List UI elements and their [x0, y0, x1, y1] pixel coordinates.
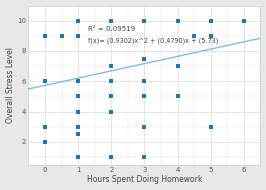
Point	[43, 140, 47, 143]
Y-axis label: Overall Stress Level: Overall Stress Level	[6, 47, 15, 123]
Point	[76, 34, 80, 37]
Point	[209, 34, 213, 37]
Point	[109, 110, 113, 113]
Point	[142, 125, 147, 128]
Point	[43, 80, 47, 83]
Point	[59, 34, 64, 37]
Point	[109, 95, 113, 98]
Point	[76, 80, 80, 83]
Point	[109, 155, 113, 158]
Point	[242, 19, 246, 22]
Point	[43, 125, 47, 128]
Text: R² = 0.09519: R² = 0.09519	[88, 26, 135, 32]
Point	[76, 125, 80, 128]
Point	[76, 133, 80, 136]
Point	[109, 65, 113, 68]
Point	[76, 125, 80, 128]
Point	[176, 65, 180, 68]
Point	[142, 57, 147, 60]
Point	[43, 80, 47, 83]
Point	[76, 110, 80, 113]
Text: f(x)= (0.9302)x^2 + (0.4790)x + (5.73): f(x)= (0.9302)x^2 + (0.4790)x + (5.73)	[88, 38, 218, 44]
Point	[142, 19, 147, 22]
Point	[76, 155, 80, 158]
Point	[43, 34, 47, 37]
Point	[142, 155, 147, 158]
Point	[109, 19, 113, 22]
Point	[109, 80, 113, 83]
Point	[242, 19, 246, 22]
Point	[209, 34, 213, 37]
Point	[76, 19, 80, 22]
Point	[209, 125, 213, 128]
Point	[142, 80, 147, 83]
Point	[209, 19, 213, 22]
X-axis label: Hours Spent Doing Homework: Hours Spent Doing Homework	[87, 175, 202, 184]
Point	[142, 95, 147, 98]
Point	[176, 19, 180, 22]
Point	[192, 34, 196, 37]
Point	[109, 110, 113, 113]
Point	[76, 95, 80, 98]
Point	[176, 95, 180, 98]
Point	[176, 19, 180, 22]
